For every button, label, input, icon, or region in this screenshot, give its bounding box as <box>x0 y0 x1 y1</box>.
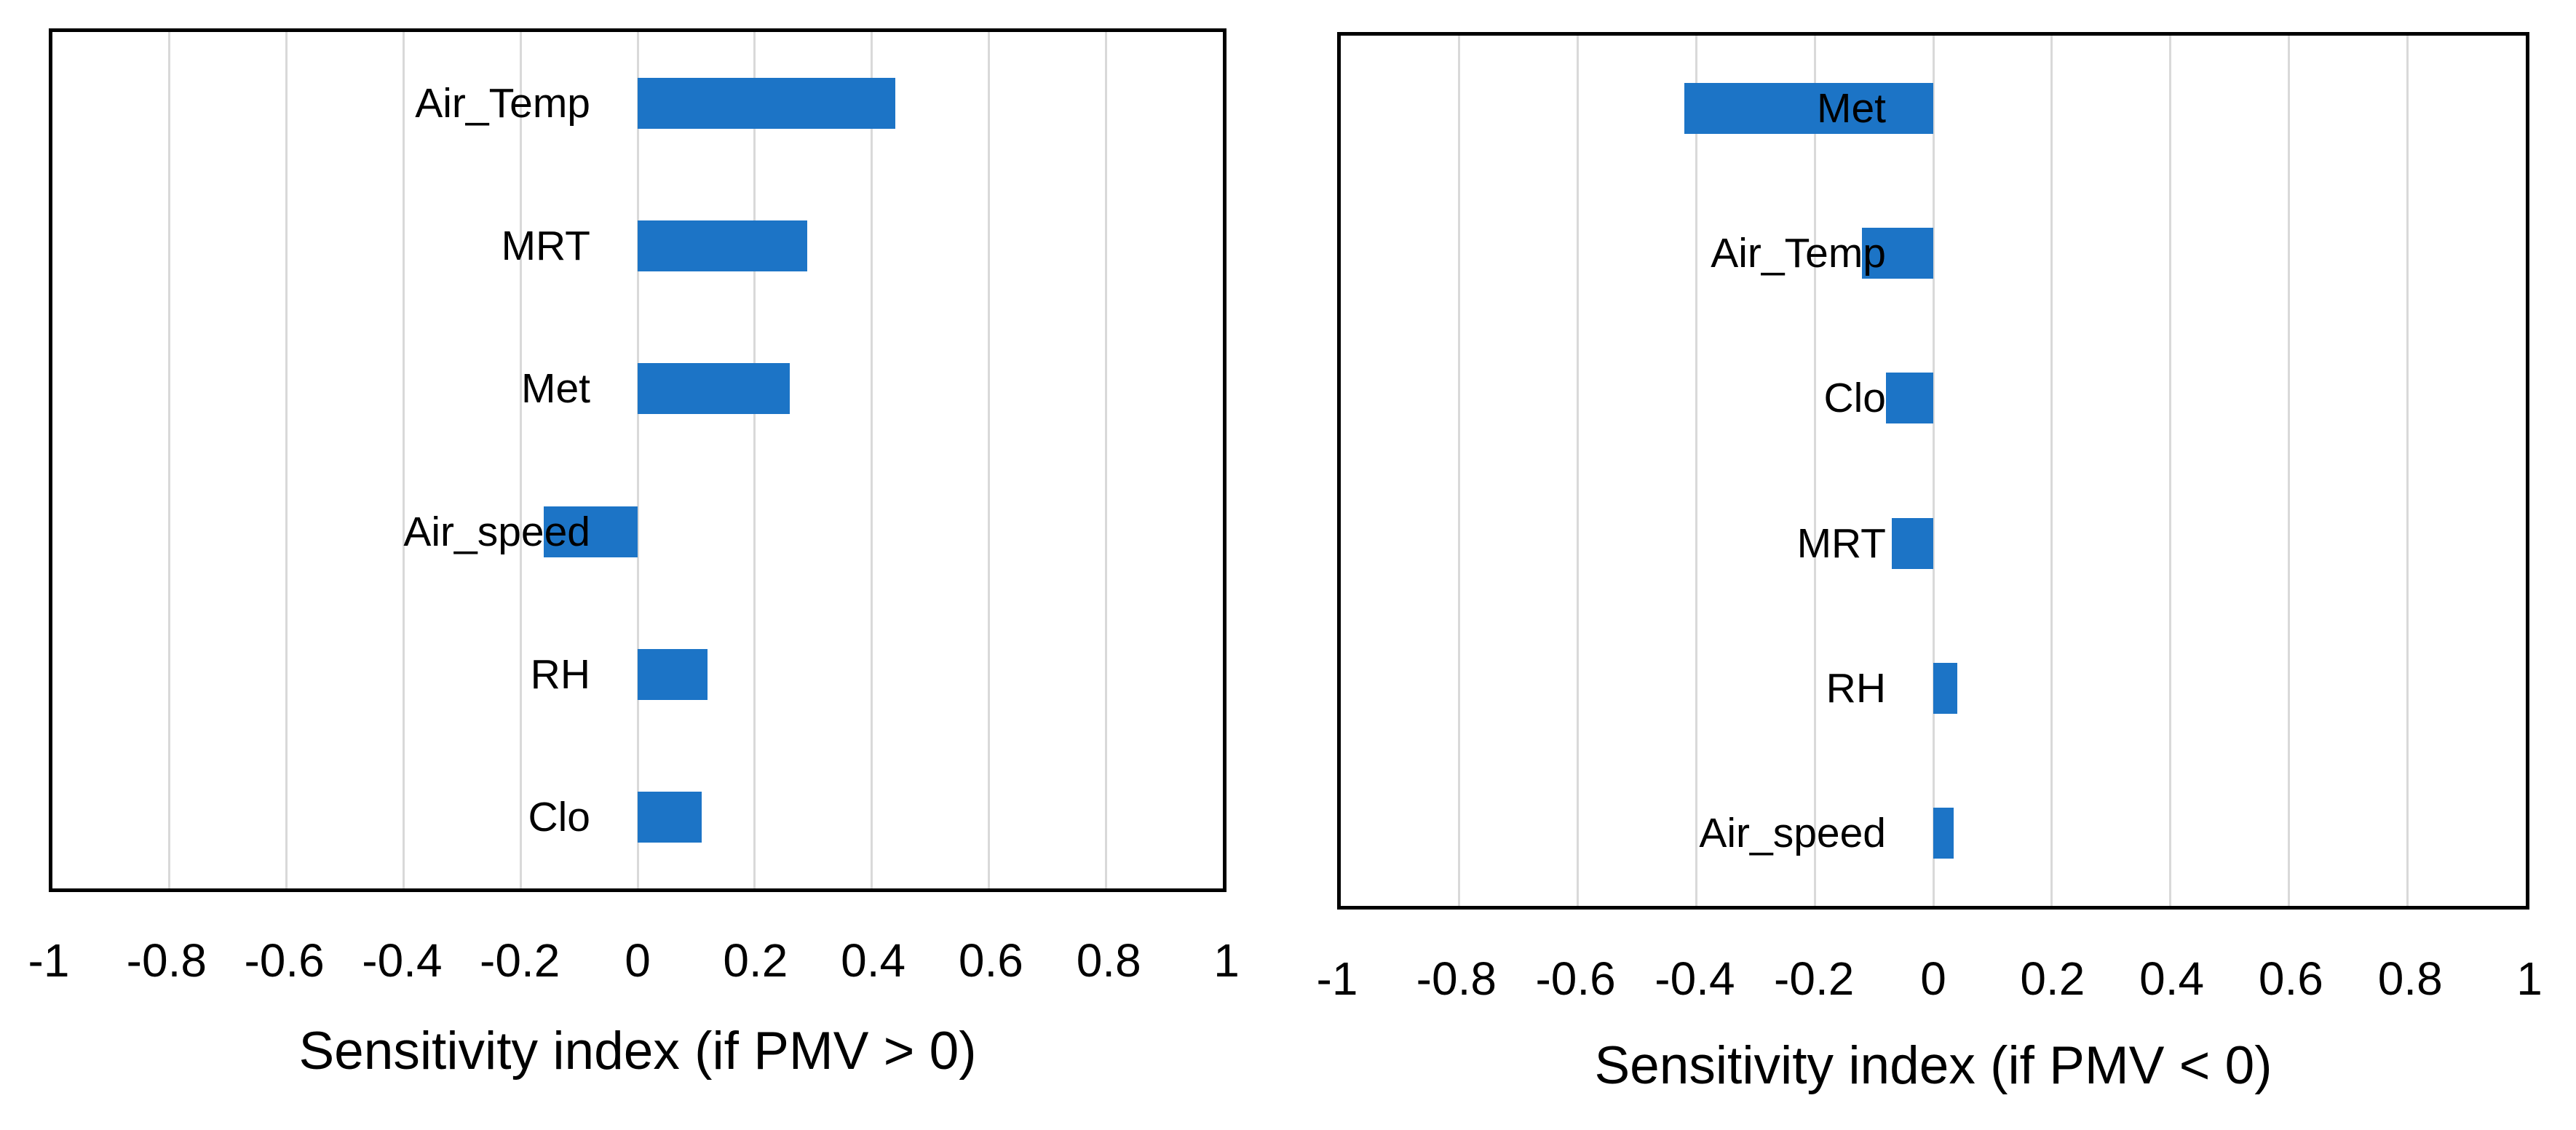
x-tick-label: 0.4 <box>841 934 906 987</box>
gridline <box>1458 36 1461 906</box>
gridline <box>2050 36 2053 906</box>
category-label-met: Met <box>1816 84 1886 132</box>
category-label-met: Met <box>520 365 590 413</box>
gridline <box>2287 36 2290 906</box>
bar-rh <box>638 648 708 700</box>
x-tick-label: 0.8 <box>1076 934 1141 987</box>
bar-clo <box>1885 373 1933 424</box>
gridline <box>987 32 990 888</box>
gridline <box>753 32 756 888</box>
category-label-clo: Clo <box>528 793 590 840</box>
bar-air_speed <box>1933 808 1954 859</box>
gridline <box>519 32 522 888</box>
bar-met <box>638 363 790 415</box>
x-tick-label: -0.2 <box>1774 952 1855 1005</box>
plot-area: Air_Temp MRT Met Air_speed RH Clo <box>49 28 1226 892</box>
gridline <box>402 32 405 888</box>
x-tick-label: -1 <box>1316 952 1358 1005</box>
x-tick-label: -0.8 <box>126 934 207 987</box>
plot-area: Met Air_Temp Clo MRT RH Air_speed <box>1337 32 2529 910</box>
x-tick-label: -0.6 <box>1535 952 1616 1005</box>
bar-mrt <box>1892 517 1933 569</box>
x-tick-label: -0.6 <box>244 934 325 987</box>
category-label-mrt: MRT <box>1796 520 1886 567</box>
gridline <box>168 32 171 888</box>
category-label-air_speed: Air_speed <box>403 508 590 555</box>
bar-clo <box>638 791 702 843</box>
gridline <box>1577 36 1580 906</box>
gridline <box>1695 36 1697 906</box>
gridline <box>2406 36 2409 906</box>
bar-met <box>1684 82 1933 134</box>
x-tick-label: 1 <box>2516 952 2543 1005</box>
gridline <box>1932 36 1935 906</box>
x-tick-label: -0.4 <box>1654 952 1735 1005</box>
x-tick-label: -0.2 <box>480 934 560 987</box>
x-tick-label: 0.2 <box>723 934 788 987</box>
category-label-clo: Clo <box>1823 375 1886 422</box>
x-tick-label: 0.2 <box>2020 952 2085 1005</box>
bar-rh <box>1933 663 1957 714</box>
bar-air_temp <box>1862 228 1933 279</box>
left-chart-panel: Air_Temp MRT Met Air_speed RH Clo -1 -0.8 -0.6-… <box>28 28 1240 1081</box>
category-label-rh: RH <box>1826 665 1886 712</box>
category-label-mrt: MRT <box>501 223 590 270</box>
category-label-air_speed: Air_speed <box>1699 810 1886 857</box>
gridline <box>871 32 873 888</box>
gridline <box>636 32 639 888</box>
x-tick-label: -0.8 <box>1416 952 1497 1005</box>
gridline <box>1104 32 1107 888</box>
x-tick-label: 0.6 <box>2258 952 2323 1005</box>
right-chart-panel: Met Air_Temp Clo MRT RH Air_speed -1 -0.8 -0.6-… <box>1288 0 2576 1130</box>
gridline <box>1813 36 1816 906</box>
bar-air_temp <box>638 78 895 130</box>
x-tick-label: 0 <box>1920 952 1946 1005</box>
x-tick-label: -1 <box>28 934 70 987</box>
x-axis-title: Sensitivity index (if PMV < 0) <box>1594 1036 2272 1095</box>
x-tick-label: 0.6 <box>958 934 1023 987</box>
x-tick-label: 0.4 <box>2139 952 2205 1005</box>
x-tick-label: 0 <box>625 934 651 987</box>
x-tick-label: 1 <box>1213 934 1240 987</box>
x-tick-label: -0.4 <box>362 934 443 987</box>
category-label-air_temp: Air_Temp <box>1711 230 1886 276</box>
bar-air_speed <box>544 506 638 557</box>
category-label-rh: RH <box>530 650 590 698</box>
x-axis-title: Sensitivity index (if PMV > 0) <box>298 1022 977 1081</box>
bar-mrt <box>638 220 808 272</box>
gridline <box>285 32 288 888</box>
category-label-air_temp: Air_Temp <box>415 80 590 127</box>
gridline <box>2169 36 2172 906</box>
x-tick-label: 0.8 <box>2377 952 2443 1005</box>
